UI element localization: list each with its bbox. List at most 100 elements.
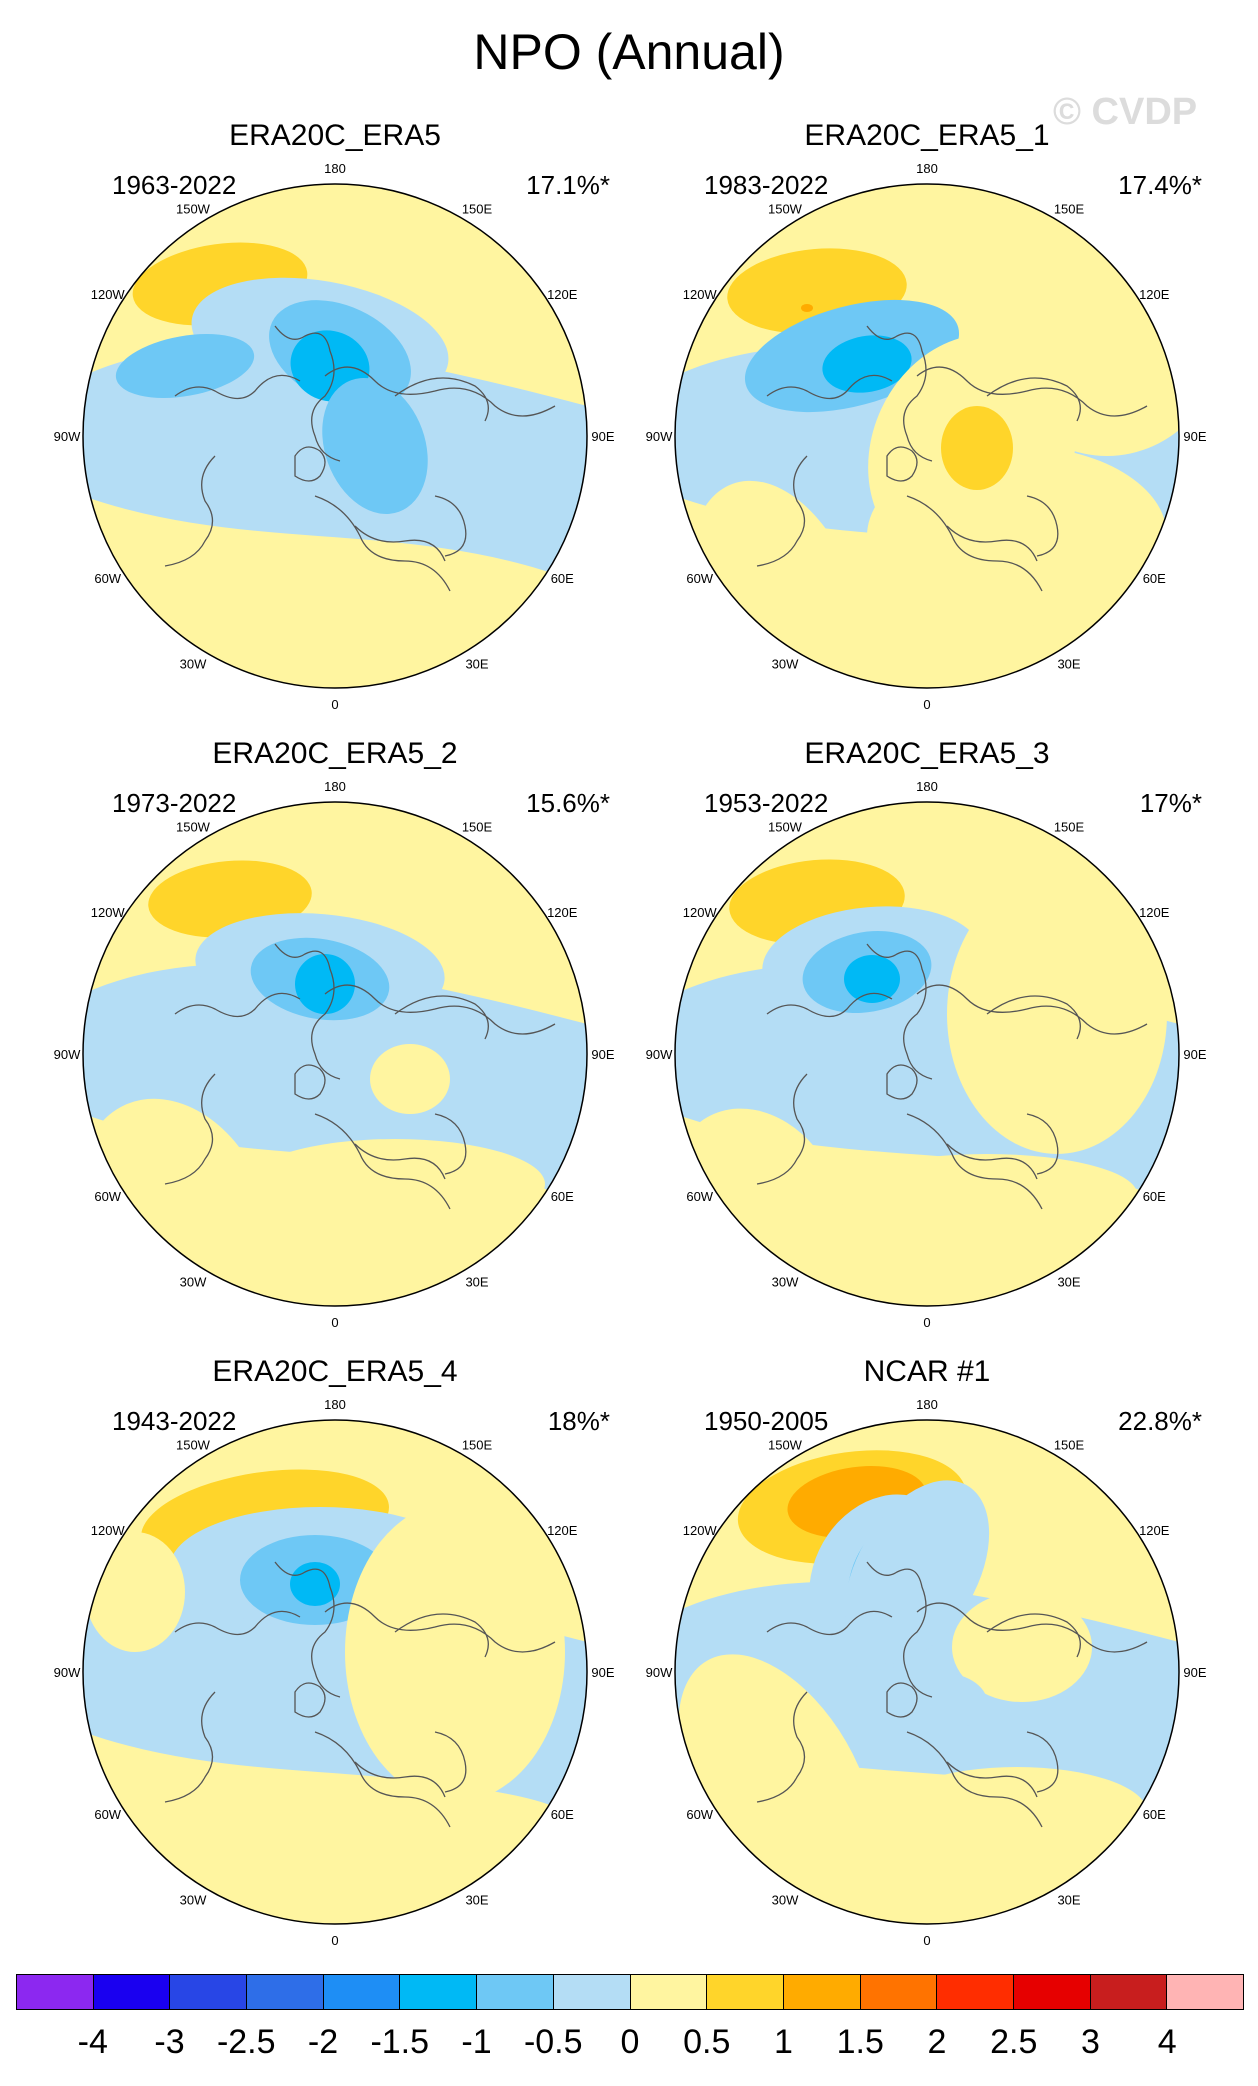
longitude-label: 0 <box>331 697 338 712</box>
coastline <box>164 455 216 567</box>
map-boundary <box>82 801 588 1307</box>
map-panel-ncar-1: 180 150E 120E 90E 60E 30E 0 30W 60W 90W 120W 150W N… <box>632 1354 1222 1974</box>
longitude-label: 120E <box>1139 287 1170 302</box>
coastline <box>756 455 808 567</box>
longitude-label: 90E <box>591 429 614 444</box>
anomaly-contour <box>844 955 900 1003</box>
anomaly-contour <box>145 1782 585 1882</box>
longitude-label: 60E <box>1143 1189 1166 1204</box>
map-boundary <box>674 1419 1180 1925</box>
coastline <box>756 1073 808 1185</box>
anomaly-contour <box>941 406 1013 490</box>
anomaly-contour <box>887 1672 987 1732</box>
coastline <box>354 1143 446 1180</box>
panel-years: 1950-2005 <box>704 1406 829 1436</box>
coastline <box>766 374 893 400</box>
coastline <box>294 446 326 482</box>
coastline <box>916 1602 1148 1653</box>
coastline <box>986 995 1081 1040</box>
coastline <box>294 1682 326 1718</box>
panel-title: ERA20C_ERA5_2 <box>212 737 458 770</box>
longitude-label: 30E <box>465 1274 488 1289</box>
longitude-label: 30E <box>465 1892 488 1907</box>
coastline <box>314 1113 451 1210</box>
colorbar-swatch <box>247 1975 324 2009</box>
colorbar-swatch <box>1090 1975 1168 2009</box>
map-panel-era20c-era5-4: 180 150E 120E 90E 60E 30E 0 30W 60W 90W 120W 150W E… <box>40 1354 630 1974</box>
colorbar-tick-label: -1 <box>461 2023 492 2061</box>
longitude-label: 30W <box>772 1274 799 1289</box>
colorbar-swatch <box>860 1975 938 2009</box>
longitude-label: 30W <box>180 1274 207 1289</box>
longitude-label: 30E <box>465 656 488 671</box>
colorbar-swatch <box>783 1975 861 2009</box>
longitude-label: 30W <box>772 656 799 671</box>
colorbar-swatch <box>1013 1975 1091 2009</box>
coastline <box>434 1731 467 1793</box>
anomaly-contour <box>947 874 1167 1154</box>
longitude-label: 90W <box>646 1665 673 1680</box>
colorbar-tick-label: -2.5 <box>216 2023 276 2061</box>
longitude-label: 90E <box>591 1047 614 1062</box>
colorbar-swatch <box>1167 1975 1243 2009</box>
panel-variance-pct: 15.6%* <box>526 788 610 818</box>
longitude-label: 60W <box>686 1189 713 1204</box>
colorbar-swatch <box>937 1975 1014 2009</box>
panel-variance-pct: 17%* <box>1139 788 1202 818</box>
longitude-label: 30W <box>180 1892 207 1907</box>
longitude-label: 150W <box>768 1438 803 1453</box>
colorbar-swatch <box>630 1975 708 2009</box>
colorbar <box>16 1974 1244 2010</box>
coastline <box>906 495 1043 592</box>
longitude-label: 120W <box>91 1523 126 1538</box>
longitude-label: 150E <box>462 1438 493 1453</box>
anomaly-contour <box>370 1044 450 1114</box>
longitude-label: 150E <box>1054 1438 1085 1453</box>
longitude-label: 30E <box>1057 1892 1080 1907</box>
coastline <box>766 992 893 1018</box>
anomaly-contour <box>322 378 428 514</box>
anomaly-contour <box>115 334 255 398</box>
coastline <box>164 1073 216 1185</box>
coastline <box>324 984 556 1035</box>
panel-years: 1943-2022 <box>112 1406 237 1436</box>
coastline <box>394 995 489 1040</box>
colorbar-tick-label: -4 <box>77 2023 108 2061</box>
longitude-label: 120W <box>91 905 126 920</box>
coastline <box>324 366 556 417</box>
longitude-label: 60W <box>686 1807 713 1822</box>
colorbar-tick-label: -1.5 <box>370 2023 430 2061</box>
longitude-label: 90W <box>646 1047 673 1062</box>
colorbar-tick-label: 0.5 <box>683 2023 731 2061</box>
coastline <box>886 1064 918 1100</box>
longitude-label: 180 <box>916 1397 938 1412</box>
coastline <box>274 1561 341 1698</box>
longitude-label: 120W <box>683 905 718 920</box>
colorbar-tick-label: 1 <box>774 2023 793 2061</box>
coastline <box>906 1113 1043 1210</box>
panel-years: 1963-2022 <box>112 170 237 200</box>
longitude-label: 60W <box>94 571 121 586</box>
longitude-label: 60W <box>94 1807 121 1822</box>
polar-map: 180 150E 120E 90E 60E 30E 0 30W 60W 90W 120W 150W <box>646 1397 1207 1948</box>
coastline <box>986 377 1081 422</box>
map-boundary <box>82 183 588 689</box>
longitude-label: 60E <box>551 1807 574 1822</box>
longitude-label: 180 <box>916 161 938 176</box>
panel-title: NCAR #1 <box>863 1355 991 1388</box>
coastline <box>174 1610 301 1636</box>
coastline <box>314 495 451 592</box>
longitude-label: 0 <box>331 1933 338 1948</box>
coastline <box>174 374 301 400</box>
colorbar-swatch <box>553 1975 631 2009</box>
colorbar-labels: -4 -3 -2.5 -2 -1.5 -1 -0.5 0 0.5 1 1.5 2 2.5 3 4 <box>16 2022 1244 2062</box>
colorbar-tick-label: -3 <box>154 2023 185 2061</box>
anomaly-contour <box>837 1154 1137 1234</box>
longitude-label: 60W <box>686 571 713 586</box>
longitude-label: 150W <box>176 202 211 217</box>
longitude-label: 30E <box>1057 656 1080 671</box>
colorbar-swatch <box>17 1975 94 2009</box>
polar-map: 180 150E 120E 90E 60E 30E 0 30W 60W 90W 120W 150W <box>646 779 1207 1330</box>
longitude-label: 0 <box>923 1933 930 1948</box>
map-boundary <box>674 183 1180 689</box>
